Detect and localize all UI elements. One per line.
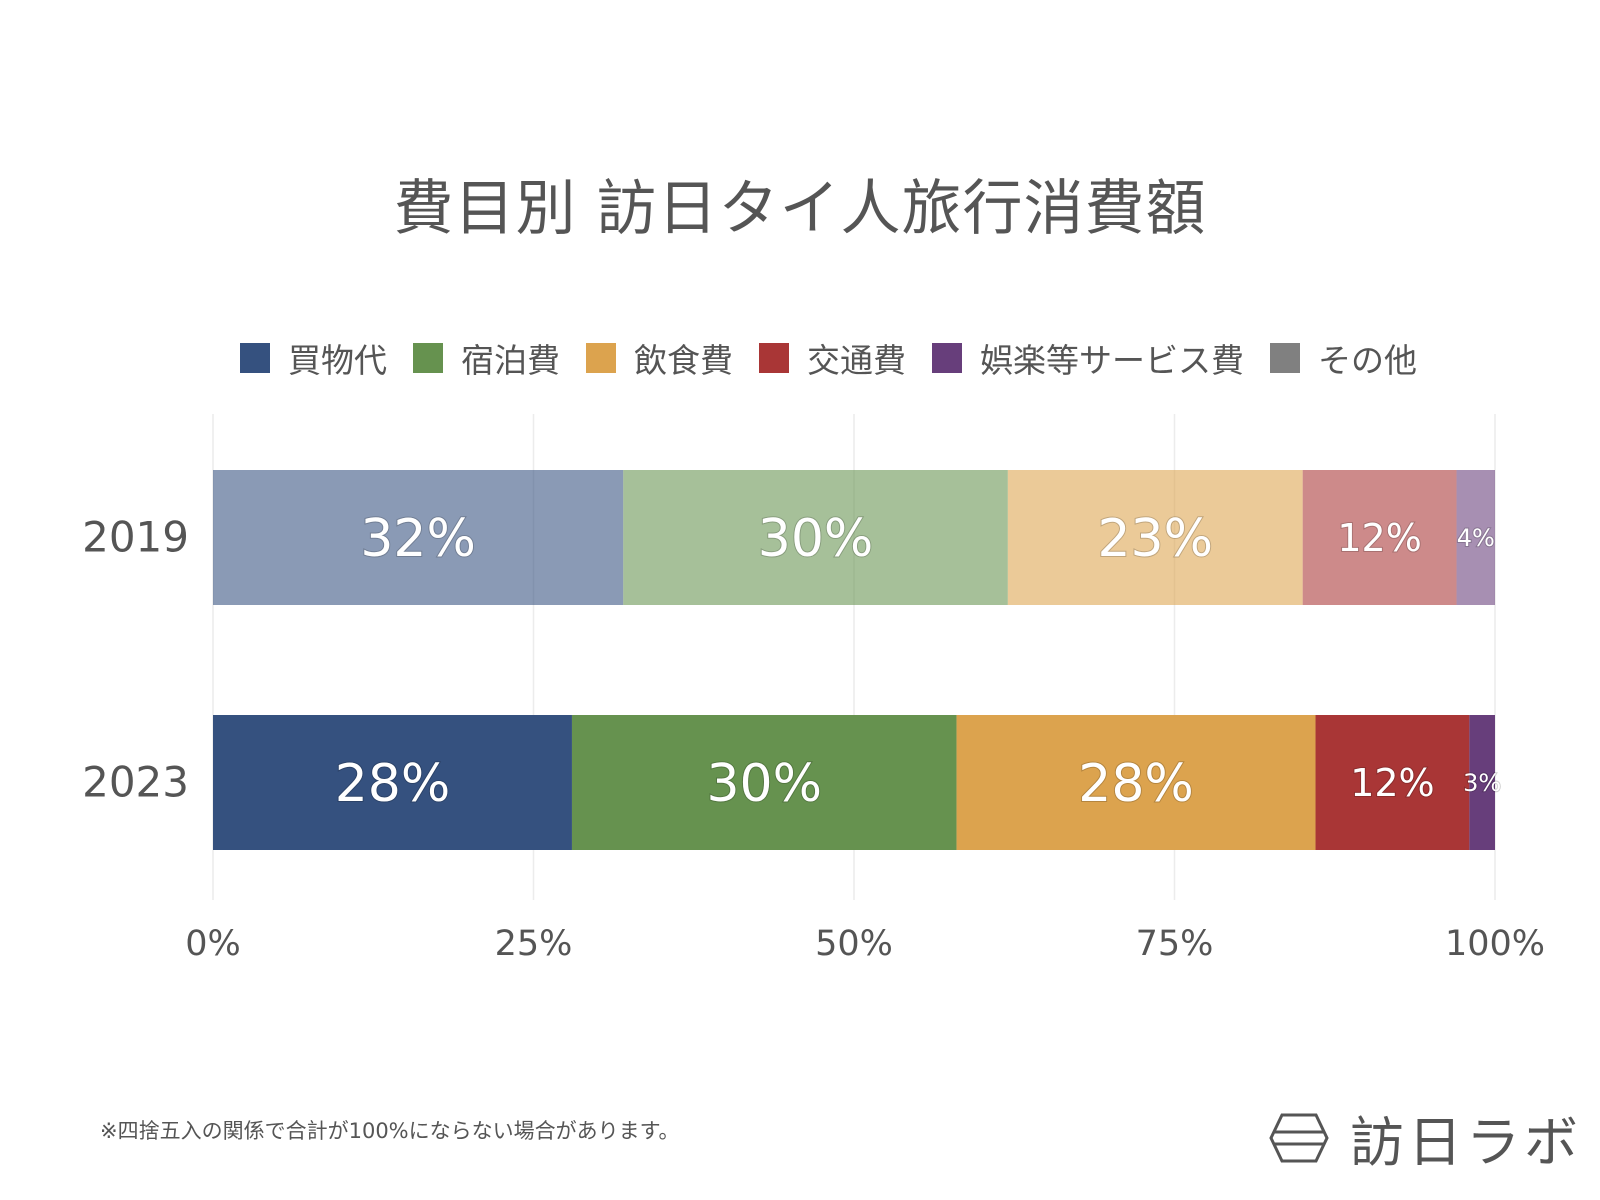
chart-legend: 買物代 宿泊費 飲食費 交通費 娯楽等サービス費 その他 <box>240 336 1417 380</box>
legend-item-food: 飲食費 <box>586 334 733 382</box>
legend-label: 宿泊費 <box>461 341 560 380</box>
legend-label: 買物代 <box>288 341 387 380</box>
data-label: 28% <box>1078 754 1194 814</box>
bar-segment <box>213 470 624 605</box>
bar-segment <box>571 715 957 850</box>
hexagon-logo-icon <box>1269 1113 1329 1162</box>
data-label: 4% <box>1457 524 1495 552</box>
bar-segment <box>1456 470 1495 605</box>
legend-swatch <box>586 343 616 373</box>
legend-label: その他 <box>1318 341 1417 380</box>
legend-swatch <box>1270 343 1300 373</box>
data-label: 12% <box>1337 516 1421 560</box>
legend-swatch <box>932 343 962 373</box>
legend-swatch <box>413 343 443 373</box>
bar-segment <box>1469 715 1495 850</box>
data-label: 3% <box>1463 769 1501 797</box>
y-category-label: 2023 <box>82 758 189 807</box>
axes: 0% 25% 50% 75% 100% 2019 2023 <box>82 513 1545 965</box>
x-tick-label: 0% <box>185 924 241 964</box>
legend-item-entertainment: 娯楽等サービス費 <box>932 334 1244 382</box>
legend-label: 飲食費 <box>634 341 733 380</box>
brand-name: 訪日ラボ <box>1350 1111 1582 1174</box>
legend-item-shopping: 買物代 <box>240 334 387 382</box>
x-tick-label: 100% <box>1445 924 1545 964</box>
x-tick-label: 50% <box>815 924 893 964</box>
legend-item-accommodation: 宿泊費 <box>413 334 560 382</box>
data-labels: 32% 30% 23% 12% 4% 28% 30% 28% 12% 3% <box>334 508 1503 815</box>
bar-segment <box>1315 715 1470 850</box>
data-label: 32% <box>360 509 476 569</box>
bar-segment <box>1007 470 1303 605</box>
legend-swatch <box>240 343 270 373</box>
data-label: 12% <box>1350 761 1434 805</box>
bar-segment <box>213 715 572 850</box>
legend-item-transport: 交通費 <box>759 334 906 382</box>
data-label: 30% <box>706 754 822 814</box>
footnote: ※四捨五入の関係で合計が100%にならない場合があります。 <box>100 1119 680 1143</box>
x-tick-label: 75% <box>1136 924 1214 964</box>
bars <box>213 470 1495 850</box>
legend-label: 娯楽等サービス費 <box>980 341 1244 380</box>
chart-title: 費目別 訪日タイ人旅行消費額 <box>393 174 1207 244</box>
brand-logo: 訪日ラボ <box>1268 1098 1582 1177</box>
bar-segment <box>1302 470 1457 605</box>
bar-segment <box>623 470 1008 605</box>
bar-segment <box>956 715 1316 850</box>
data-label: 23% <box>1097 509 1213 569</box>
legend-item-other: その他 <box>1270 334 1417 382</box>
legend-label: 交通費 <box>807 341 906 380</box>
legend-swatch <box>759 343 789 373</box>
x-tick-label: 25% <box>495 924 573 964</box>
y-category-label: 2019 <box>82 513 189 562</box>
data-label: 30% <box>758 509 874 569</box>
data-label: 28% <box>335 754 451 814</box>
